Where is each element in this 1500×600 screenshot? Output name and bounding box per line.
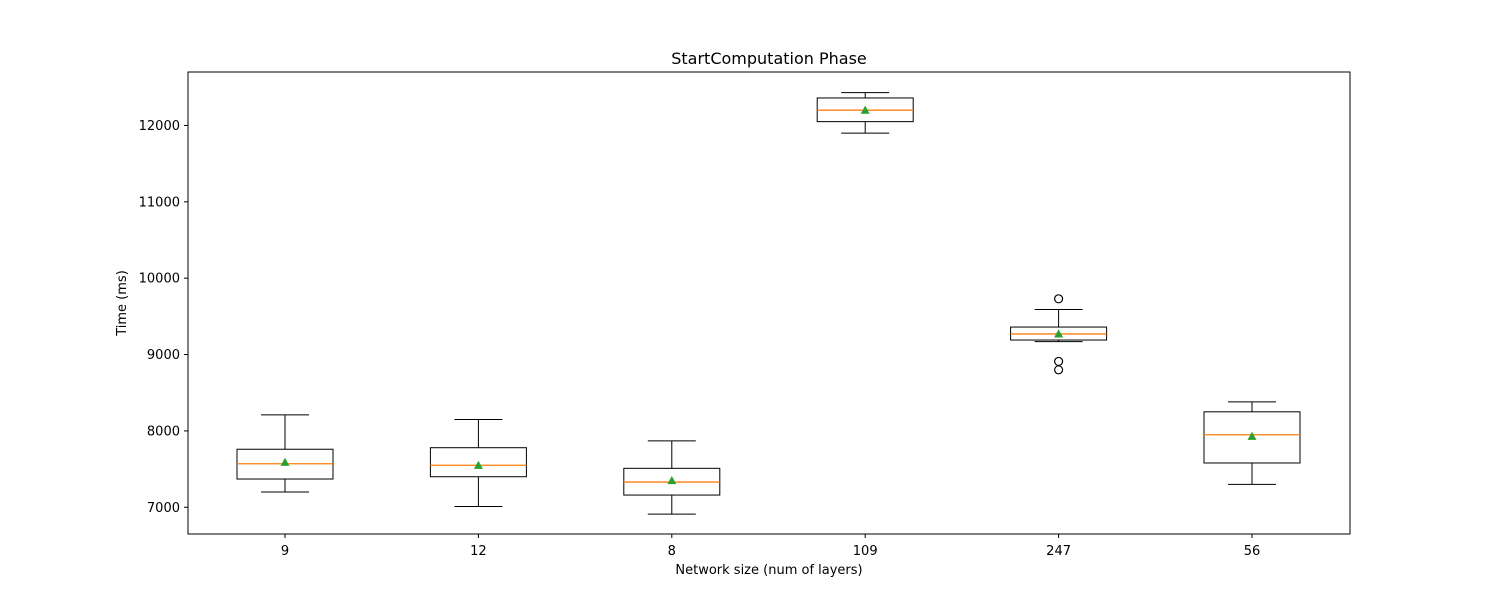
- box-8: [623, 440, 721, 515]
- box-56: [1203, 401, 1301, 485]
- iqr-box: [1203, 411, 1301, 464]
- x-tick-label: 9: [281, 544, 289, 559]
- outlier-point: [1053, 294, 1064, 304]
- iqr-box: [429, 447, 527, 478]
- y-tick-label: 9000: [147, 348, 180, 363]
- mean-marker: [667, 476, 677, 485]
- chart-title: StartComputation Phase: [671, 49, 867, 68]
- box-12: [429, 418, 527, 508]
- x-axis: 9 12 8 109 247 56: [281, 534, 1260, 559]
- x-tick-label: 247: [1046, 544, 1071, 559]
- y-axis: 7000 8000 9000 10000 11000 12000: [139, 119, 188, 516]
- outlier-point: [1053, 365, 1064, 375]
- x-tick-label: 12: [470, 544, 487, 559]
- x-axis-label: Network size (num of layers): [675, 563, 862, 578]
- x-tick-label: 109: [853, 544, 878, 559]
- mean-marker: [1054, 329, 1064, 338]
- mean-marker: [860, 105, 870, 114]
- mean-marker: [473, 460, 483, 469]
- y-tick-label: 8000: [147, 424, 180, 439]
- y-tick-label: 12000: [139, 119, 180, 134]
- y-tick-label: 7000: [147, 501, 180, 516]
- mean-marker: [1247, 431, 1257, 440]
- plot-area: [236, 92, 1301, 515]
- mean-marker: [280, 457, 290, 466]
- plot-frame: [187, 71, 1351, 535]
- x-tick-label: 56: [1244, 544, 1261, 559]
- y-tick-label: 11000: [139, 195, 180, 210]
- y-tick-label: 10000: [139, 272, 180, 287]
- x-tick-label: 8: [668, 544, 676, 559]
- y-axis-label: Time (ms): [115, 270, 130, 337]
- box-9: [236, 414, 334, 493]
- outlier-point: [1053, 356, 1064, 367]
- box-247: [1010, 294, 1108, 375]
- box-109: [816, 92, 914, 134]
